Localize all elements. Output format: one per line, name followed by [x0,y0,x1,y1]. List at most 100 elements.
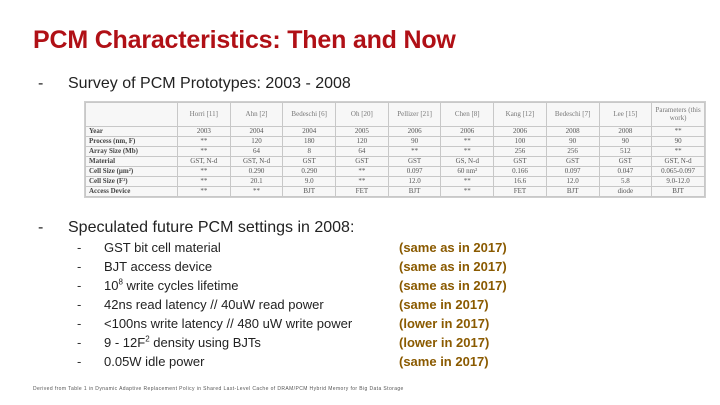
item-text-pre: 9 - 12F [104,335,146,350]
table-cell: GST [282,155,337,167]
bullet-survey-text: Survey of PCM Prototypes: 2003 - 2008 [68,75,351,92]
table-cell: 0.097 [545,165,600,177]
table-cell: ** [651,125,705,137]
item-text: 42ns read latency // 40uW read power [104,297,324,312]
table-cell: FET [493,185,547,198]
table-row: Process (nm, F) ** 120 180 120 90 ** 100 90 90 90 [85,135,705,147]
speculated-item: - 9 - 12F2 density using BJTs (lower in 20… [77,335,717,354]
table-cell: 100 [493,135,547,147]
table-cell: 20.1 [229,175,284,187]
table-cell: ** [177,135,231,147]
table-header-row: Horri [11] Ahn [2] Bedeschi [6] Oh [20] … [85,102,705,127]
table-cell: 12.0 [545,175,600,187]
item-text-post: write cycles lifetime [122,278,239,293]
table-cell: 0.097 [387,165,442,177]
item-2017-note: (lower in 2017) [399,316,490,331]
table-row-label: Cell Size (μm²) [85,165,178,177]
table-cell: FET [335,185,389,198]
table-cell: 5.8 [598,175,653,187]
bullet-dash: - [38,219,44,236]
bullet-dash: - [38,75,44,92]
item-text: BJT access device [104,259,213,274]
speculated-item: - BJT access device (same as in 2017) [77,259,717,278]
table-cell: 2006 [493,125,547,137]
table-header-cell: Pellizer [21] [387,102,442,127]
table-cell: 16.6 [493,175,547,187]
table-row: Material GST, N-d GST, N-d GST GST GST GS, N-d… [85,155,705,167]
table-cell: ** [229,185,284,198]
table-cell: GST [493,155,547,167]
item-dash: - [77,259,82,274]
table-cell: 0.290 [282,165,337,177]
table-cell: 256 [493,145,547,157]
table-row: Year 2003 2004 2004 2005 2006 2006 2006 2008 2008… [85,125,705,137]
table-cell: 90 [545,135,600,147]
table-cell: 512 [598,145,653,157]
table-cell: 64 [229,145,284,157]
table-cell: 9.0 [282,175,337,187]
table-cell: 120 [229,135,284,147]
table-cell: GST, N-d [177,155,231,167]
table-cell: BJT [651,185,705,198]
table-header-cell: Kang [12] [493,102,547,127]
table-cell: 180 [282,135,337,147]
item-dash: - [77,335,82,350]
item-dash: - [77,354,82,369]
table-cell: 256 [545,145,600,157]
table-cell: 64 [335,145,389,157]
table-row-label: Process (nm, F) [85,135,178,147]
table-cell: diode [598,185,653,198]
table-header-cell: Ahn [2] [229,102,284,127]
table-cell: BJT [282,185,337,198]
item-text-pre: 10 [104,278,119,293]
table-cell: 12.0 [387,175,442,187]
table-header-cell: Lee [15] [598,102,653,127]
speculated-item: - 108 write cycles lifetime (same as in 20… [77,278,717,297]
table-cell: GST, N-d [229,155,284,167]
table-cell: GST, N-d [651,155,705,167]
table-header-cell: Bedeschi [7] [545,102,600,127]
item-dash: - [77,278,82,293]
table-cell: ** [387,145,442,157]
table-cell: ** [177,165,231,177]
table-row-label: Year [85,125,178,137]
item-2017-note: (same as in 2017) [399,278,507,293]
item-text-post: density using BJTs [149,335,261,350]
table-cell: 0.290 [229,165,284,177]
table-cell: 90 [651,135,705,147]
table-header-cell: Oh [20] [335,102,389,127]
table-cell: GST [545,155,600,167]
table-header-cell [85,102,178,127]
table-cell: 60 nm² [440,165,495,177]
table-cell: 2003 [177,125,231,137]
table-row-label: Array Size (Mb) [85,145,178,157]
bullet-speculated-text: Speculated future PCM settings in 2008: [68,219,355,236]
item-text-sup: 8 [118,277,123,287]
item-dash: - [77,316,82,331]
table-cell: ** [440,175,495,187]
table-header-cell: Horri [11] [177,102,231,127]
table-cell: 2004 [282,125,337,137]
table-header-cell: Parameters (this work) [651,102,705,127]
item-2017-note: (same in 2017) [399,297,489,312]
table-header-cell: Bedeschi [6] [282,102,337,127]
item-dash: - [77,297,82,312]
footnote: Derived from Table 1 in Dynamic Adaptive… [33,386,404,392]
table-row: Cell Size (F²) ** 20.1 9.0 ** 12.0 ** 16.6 12.0 5… [85,175,705,187]
item-text: 108 write cycles lifetime [104,278,239,293]
speculated-item: - 42ns read latency // 40uW read power (sa… [77,297,717,316]
table-cell: 2006 [440,125,495,137]
table-cell: ** [335,165,389,177]
table-row: Access Device ** ** BJT FET BJT ** FET BJT diode B… [85,185,705,198]
table-cell: GST [335,155,389,167]
item-text: 9 - 12F2 density using BJTs [104,335,261,350]
table-cell: GST [387,155,442,167]
table-cell: ** [177,185,231,198]
table-cell: ** [440,135,495,147]
table-cell: 90 [387,135,442,147]
item-2017-note: (lower in 2017) [399,335,490,350]
item-text: 0.05W idle power [104,354,205,369]
speculated-item: - 0.05W idle power (same in 2017) [77,354,717,373]
table-cell: ** [177,175,231,187]
slide-title: PCM Characteristics: Then and Now [33,26,456,54]
